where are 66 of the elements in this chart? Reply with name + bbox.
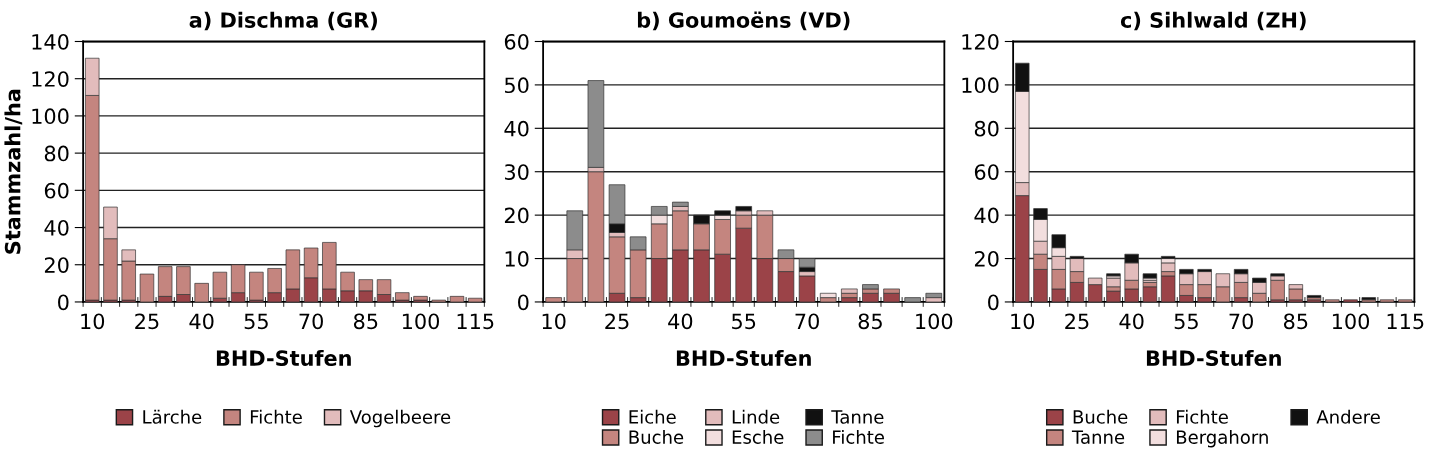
x-tick-label: 25: [135, 313, 159, 330]
y-tick-label: 20: [504, 207, 529, 224]
chart-title: c) Sihlwald (ZH): [1120, 11, 1306, 31]
y-tick-label: 60: [504, 33, 529, 50]
x-tick-label: 55: [1174, 313, 1198, 330]
x-tick-label: 55: [732, 313, 756, 330]
y-tick-label: 60: [974, 164, 999, 180]
x-tick-label: 55: [244, 313, 268, 330]
y-tick-label: 100: [962, 77, 999, 94]
legend-label: Buche: [629, 429, 684, 444]
legend-label: Andere: [1316, 409, 1380, 424]
y-tick-label: 80: [974, 120, 999, 137]
x-tick-label: 70: [299, 313, 323, 330]
x-tick-label: 115: [457, 313, 494, 330]
x-tick-label: 25: [605, 313, 629, 330]
y-tick-label: 10: [505, 251, 529, 267]
legend-label: Lärche: [143, 409, 202, 424]
x-tick-label: 100: [1332, 313, 1370, 330]
legend-label: Bergahorn: [1176, 429, 1268, 448]
y-tick-label: 0: [58, 294, 69, 311]
y-tick-label: 120: [32, 71, 69, 87]
x-tick-label: 100: [916, 313, 953, 330]
y-tick-label: 40: [44, 219, 69, 236]
y-tick-label: 20: [974, 251, 999, 267]
y-tick-label: 40: [974, 207, 999, 224]
legend-label: Buche: [1073, 409, 1128, 424]
x-tick-label: 40: [1119, 313, 1144, 330]
chart-title: b) Goumoëns (VD): [637, 11, 850, 31]
legend-label: Fichte: [250, 409, 302, 424]
y-axis-title: Stammzahl/ha: [4, 89, 23, 254]
x-tick-label: 85: [858, 313, 882, 330]
x-tick-label: 40: [189, 313, 214, 330]
legend-label: Tanne: [831, 410, 884, 424]
y-tick-label: 40: [504, 120, 529, 137]
y-tick-label: 0: [518, 294, 529, 311]
chart-title: a) Dischma (GR): [189, 11, 377, 31]
legend-label: Fichte: [833, 429, 884, 444]
x-tick-label: 10: [1011, 313, 1035, 330]
y-tick-label: 80: [44, 145, 69, 162]
legend-label: Linde: [732, 409, 780, 424]
x-tick-label: 85: [353, 313, 378, 330]
x-tick-label: 10: [81, 313, 105, 330]
x-axis-title: BHD-Stufen: [676, 349, 811, 367]
legend-label: Vogelbeere: [349, 409, 451, 428]
x-tick-label: 25: [1065, 313, 1089, 330]
x-tick-label: 100: [402, 313, 440, 330]
x-tick-label: 70: [1229, 313, 1253, 330]
y-tick-label: 120: [962, 33, 999, 50]
legend-label: Tanne: [1071, 430, 1125, 444]
x-tick-label: 40: [668, 313, 693, 330]
y-tick-label: 0: [988, 294, 999, 311]
x-axis-title: BHD-Stufen: [1146, 349, 1281, 367]
y-tick-label: 30: [504, 164, 529, 180]
x-tick-label: 10: [542, 313, 566, 330]
x-axis-title: BHD-Stufen: [216, 349, 351, 367]
x-tick-label: 115: [1387, 313, 1424, 330]
y-tick-label: 20: [44, 257, 69, 273]
legend-label: Fichte: [1176, 409, 1228, 424]
legend-label: Esche: [732, 429, 784, 444]
y-tick-label: 100: [32, 108, 69, 125]
x-tick-label: 85: [1283, 313, 1308, 330]
y-tick-label: 140: [32, 33, 69, 50]
x-tick-label: 70: [795, 313, 819, 330]
y-tick-label: 60: [44, 182, 69, 199]
y-tick-label: 50: [505, 77, 529, 94]
legend-label: Eiche: [629, 409, 676, 424]
